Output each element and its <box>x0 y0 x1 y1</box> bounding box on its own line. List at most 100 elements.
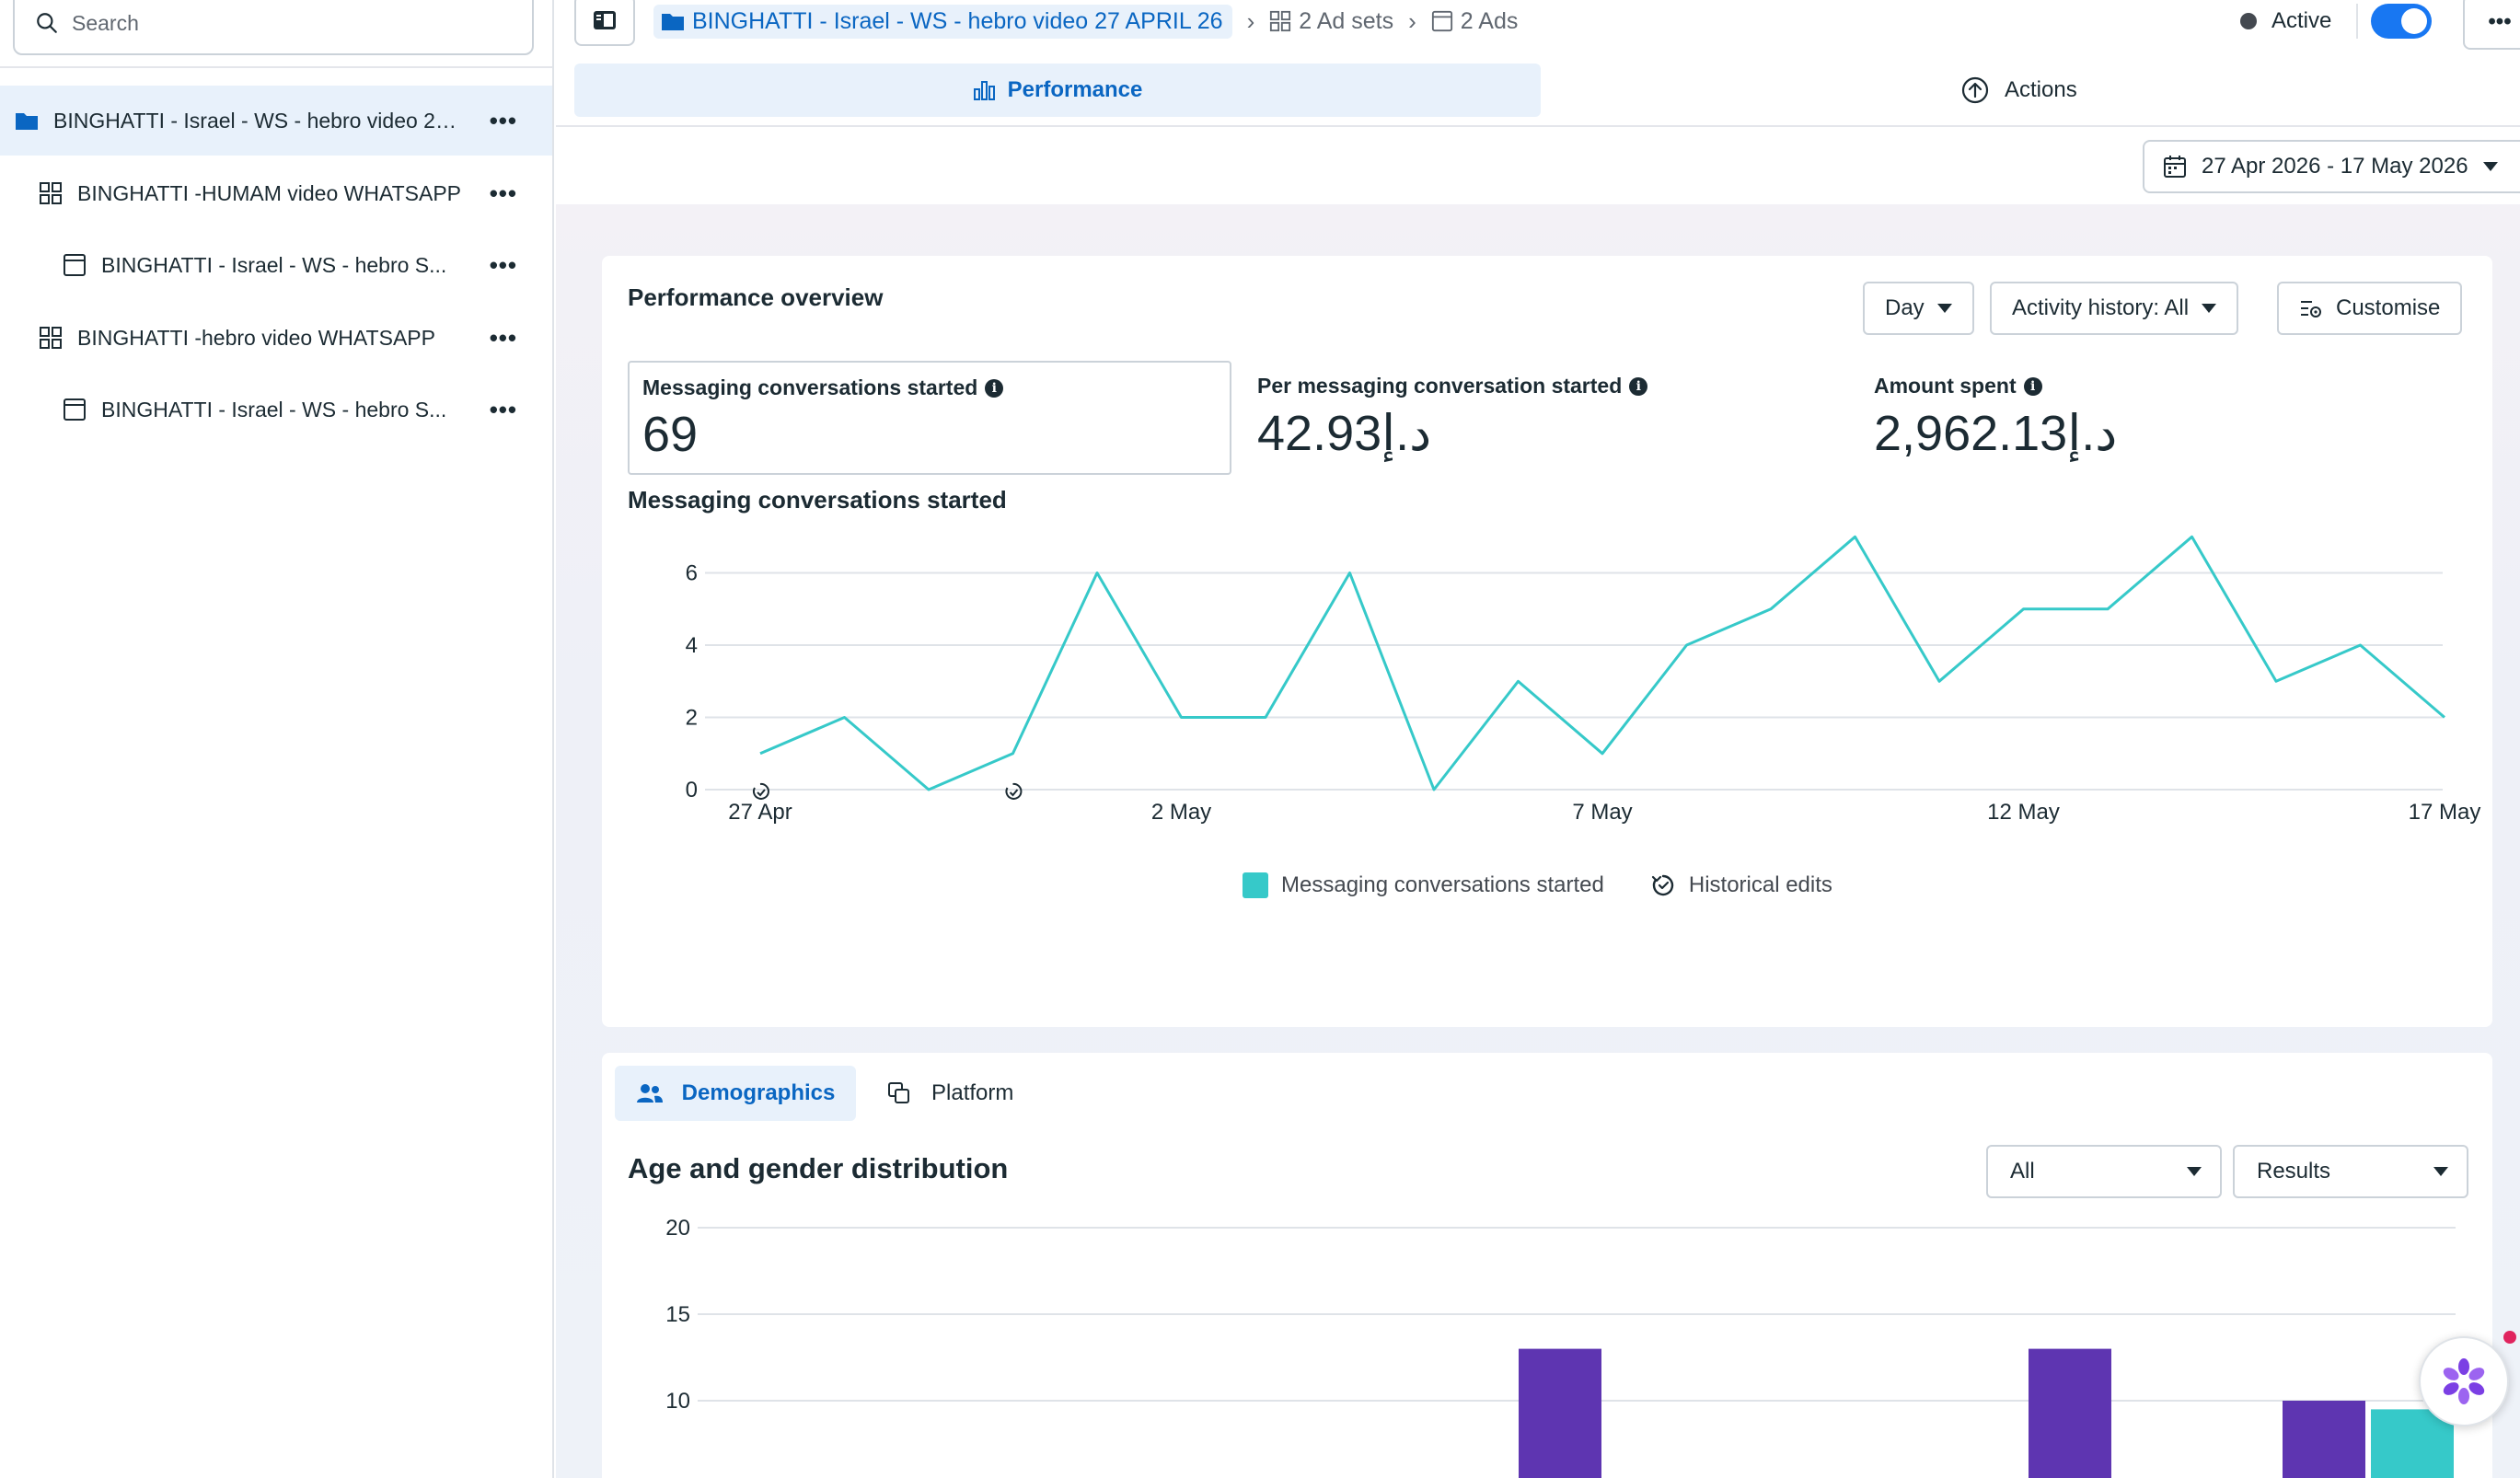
metric-card-amount-spent[interactable]: Amount spent i 2,962.13د.إ <box>1861 361 2465 475</box>
chart-legend: Messaging conversations started Historic… <box>1243 872 1832 898</box>
x-tick-label: 17 May <box>2409 800 2481 825</box>
tree-item-label: BINGHATTI - Israel - WS - hebro S... <box>101 252 447 277</box>
historical-edit-marker <box>1005 782 1023 800</box>
tab-actions[interactable]: Actions <box>1960 64 2237 117</box>
tree-item-campaign[interactable]: BINGHATTI - Israel - WS - hebro video 27… <box>0 86 552 156</box>
customise-icon <box>2301 301 2321 318</box>
tree-item-label: BINGHATTI - Israel - WS - hebro S... <box>101 397 447 421</box>
filter-all-dropdown[interactable]: All <box>1986 1145 2222 1198</box>
tree-item-adset[interactable]: BINGHATTI -HUMAM video WHATSAPP ••• <box>0 158 552 228</box>
assistant-flower-icon <box>2443 1358 2485 1404</box>
folder-icon <box>662 14 684 30</box>
granularity-dropdown[interactable]: Day <box>1863 282 1974 335</box>
bar <box>1519 1348 1601 1478</box>
chart-title: Messaging conversations started <box>628 486 1007 514</box>
series-line <box>759 535 2445 791</box>
upload-circle-icon <box>1961 76 1989 104</box>
search-placeholder: Search <box>72 10 139 35</box>
activity-history-label: Activity history: All <box>2012 295 2190 320</box>
tree-item-label: BINGHATTI - Israel - WS - hebro video 27… <box>53 108 468 133</box>
more-options-icon[interactable]: ••• <box>489 323 517 352</box>
marker-arc <box>1005 782 1023 800</box>
bar <box>2371 1409 2454 1478</box>
divider <box>2356 4 2358 39</box>
tab-platform-label: Platform <box>931 1080 1014 1105</box>
filter-label: Results <box>2257 1159 2331 1184</box>
legend-swatch <box>1243 872 1268 898</box>
active-toggle[interactable] <box>2371 4 2432 39</box>
granularity-label: Day <box>1885 295 1925 320</box>
x-tick-label: 12 May <box>1987 800 2060 825</box>
x-tick-label: 27 Apr <box>728 800 792 825</box>
metric-value: 69 <box>642 407 699 462</box>
bar-chart: 10 15 20 <box>665 1218 2456 1478</box>
caret-down-icon <box>2202 304 2217 313</box>
status-dot-icon <box>2240 13 2257 29</box>
more-options-icon[interactable]: ••• <box>489 395 517 423</box>
info-icon[interactable]: i <box>985 378 1004 398</box>
caret-down-icon <box>2482 162 2498 171</box>
toggle-panel-button[interactable] <box>574 0 635 46</box>
marker-arc <box>752 782 769 800</box>
caret-down-icon <box>2187 1167 2202 1176</box>
more-options-icon[interactable]: ••• <box>489 179 517 207</box>
top-bar: BINGHATTI - Israel - WS - hebro video 27… <box>556 0 2520 52</box>
tab-platform[interactable]: Platform <box>887 1066 1013 1121</box>
breadcrumb-campaign[interactable]: BINGHATTI - Israel - WS - hebro video 27… <box>653 4 1232 39</box>
tab-demographics-label: Demographics <box>681 1080 836 1105</box>
ad-icon <box>1431 10 1452 32</box>
metric-card-conversations[interactable]: Messaging conversations started i 69 <box>628 361 1231 475</box>
chevron-right-icon: › <box>1408 6 1416 35</box>
ad-set-icon <box>1270 10 1291 32</box>
folder-icon <box>13 107 40 134</box>
info-icon[interactable]: i <box>1629 376 1648 396</box>
metric-label: Amount spent <box>1874 374 2017 398</box>
more-options-icon[interactable]: ••• <box>489 250 517 279</box>
side-panel-icon <box>594 11 616 29</box>
more-options-icon[interactable]: ••• <box>489 106 517 134</box>
chevron-right-icon: › <box>1246 6 1255 35</box>
activity-history-dropdown[interactable]: Activity history: All <box>1990 282 2239 335</box>
tree-item-ad[interactable]: BINGHATTI - Israel - WS - hebro S... ••• <box>0 230 552 300</box>
assistant-button[interactable] <box>2419 1336 2509 1426</box>
bar-chart-icon <box>973 81 995 100</box>
legend-item-series[interactable]: Messaging conversations started <box>1243 872 1604 898</box>
filter-results-dropdown[interactable]: Results <box>2233 1145 2468 1198</box>
breadcrumb-ads[interactable]: 2 Ads <box>1431 8 1518 35</box>
sidebar: Search BINGHATTI - Israel - WS - hebro v… <box>0 0 554 1478</box>
customise-button[interactable]: Customise <box>2277 282 2463 335</box>
tree-item-ad[interactable]: BINGHATTI - Israel - WS - hebro S... ••• <box>0 375 552 445</box>
status-indicator: Active <box>2240 0 2331 42</box>
legend-item-historical-edits[interactable]: Historical edits <box>1650 872 1832 898</box>
breadcrumb-adsets-label: 2 Ad sets <box>1299 7 1394 34</box>
legend-label: Historical edits <box>1688 872 1832 897</box>
tree-item-label: BINGHATTI -hebro video WHATSAPP <box>77 325 435 350</box>
date-range-picker[interactable]: 27 Apr 2026 - 17 May 2026 <box>2143 140 2520 193</box>
divider <box>556 125 2520 127</box>
metric-card-cost-per-conversation[interactable]: Per messaging conversation started i 42.9… <box>1244 361 1848 475</box>
tab-performance-label: Performance <box>1007 77 1143 102</box>
y-tick-label: 15 <box>665 1302 690 1327</box>
tab-demographics[interactable]: Demographics <box>615 1066 856 1121</box>
y-tick-label: 0 <box>686 778 698 803</box>
status-label: Active <box>2271 8 2332 33</box>
metric-label: Messaging conversations started <box>642 375 978 399</box>
y-tick-label: 10 <box>665 1389 690 1414</box>
ad-icon <box>61 251 88 279</box>
calendar-icon <box>2164 156 2186 178</box>
search-icon <box>37 13 57 33</box>
customise-label: Customise <box>2336 295 2441 320</box>
breadcrumb: BINGHATTI - Israel - WS - hebro video 27… <box>653 0 1518 42</box>
y-tick-label: 2 <box>686 706 698 731</box>
card-title: Performance overview <box>628 283 884 311</box>
breadcrumb-adsets[interactable]: 2 Ad sets <box>1269 8 1393 35</box>
more-options-button[interactable]: ••• <box>2463 0 2520 50</box>
tab-performance[interactable]: Performance <box>574 64 1541 117</box>
historical-edit-marker <box>752 782 769 800</box>
marker-check <box>1009 789 1019 797</box>
tree-item-adset[interactable]: BINGHATTI -hebro video WHATSAPP ••• <box>0 303 552 373</box>
search-input[interactable]: Search <box>13 0 534 55</box>
ad-set-icon <box>37 179 64 207</box>
y-tick-label: 6 <box>686 561 698 586</box>
info-icon[interactable]: i <box>2023 376 2042 396</box>
